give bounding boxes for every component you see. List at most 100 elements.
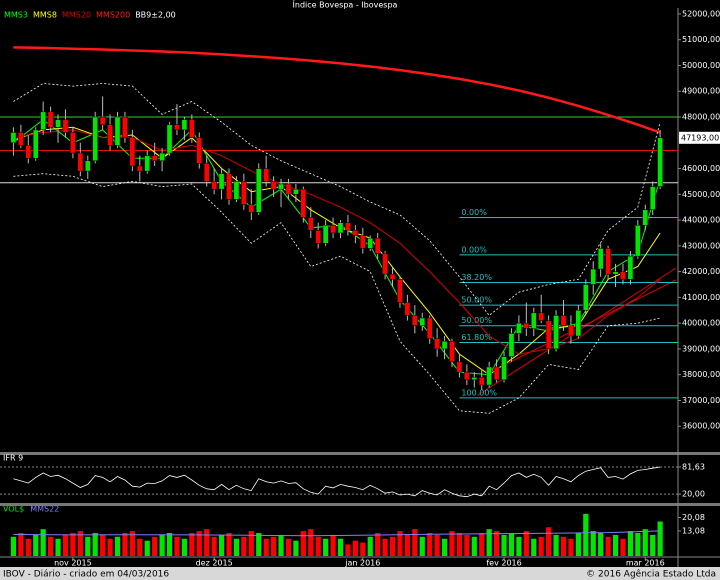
volume-bar (560, 536, 567, 556)
y-tick-label: 48000,00 (682, 113, 720, 122)
fib-label: 38.20% (461, 273, 492, 282)
candle-body (77, 152, 84, 172)
candle-body (404, 302, 411, 316)
volume-bar (233, 538, 240, 556)
candle-body (255, 168, 262, 213)
volume-bar (226, 533, 232, 556)
volume-bar (449, 531, 455, 556)
candle-body (553, 315, 559, 350)
candle-body (263, 168, 270, 182)
candle-body (47, 111, 54, 128)
candle-body (211, 181, 217, 190)
volume-bar (389, 536, 396, 556)
volume-bar (315, 536, 321, 556)
volume-bar (62, 534, 69, 556)
volume-bar (464, 534, 470, 556)
candle-body (545, 320, 552, 350)
volume-bar (471, 536, 477, 556)
candle-body (114, 116, 121, 146)
candle-body (278, 183, 284, 190)
y-tick-label: 81,63 (682, 462, 705, 471)
volume-bar (10, 536, 17, 556)
bollinger-lower (13, 173, 661, 414)
candle-body (582, 284, 589, 311)
volume-bar (397, 531, 403, 556)
volume-bar (100, 534, 106, 556)
volume-bar (129, 531, 135, 556)
volume-bar (434, 534, 440, 556)
candle-body (627, 255, 634, 280)
candle-body (352, 230, 359, 236)
candle-body (188, 119, 195, 138)
candle-body (374, 237, 381, 254)
volume-bar (375, 533, 381, 556)
candle-body (411, 315, 418, 326)
fib-label: 61.80% (461, 333, 492, 342)
candle-body (241, 181, 247, 205)
y-tick-label: 20,00 (682, 490, 705, 499)
volume-bar (412, 529, 418, 556)
y-tick-label: 46000,00 (682, 164, 720, 173)
volume-bar (620, 538, 626, 556)
candle-body (478, 377, 485, 386)
y-tick-label: 51000,00 (682, 35, 720, 44)
volume-bar (189, 533, 195, 556)
candle-body (441, 340, 448, 350)
volume-bar (479, 533, 485, 556)
volume-bar (494, 531, 500, 556)
y-tick-label: 13,08 (682, 526, 705, 535)
candle-body (159, 152, 165, 162)
candle-body (18, 132, 24, 146)
moving-average (13, 46, 661, 134)
volume-bar (337, 538, 344, 556)
candle-body (516, 322, 522, 334)
candle-body (538, 312, 545, 321)
candle-body (464, 371, 470, 381)
volume-bar (92, 533, 98, 556)
candle-body (590, 268, 597, 285)
y-tick-label: 36000,00 (682, 422, 720, 431)
candle-body (597, 248, 604, 270)
legend-entry: MMS20 (62, 11, 91, 20)
candle-body (307, 217, 314, 231)
candle-body (122, 116, 128, 138)
volume-average (13, 530, 661, 537)
footer-left: IBOV - Diário - criado em 04/03/2016 (3, 570, 169, 580)
last-price-label: 47193,00 (681, 133, 719, 142)
volume-bar (590, 531, 596, 556)
volume-bar (323, 538, 329, 556)
y-tick-label: 50000,00 (682, 61, 720, 70)
candle-body (248, 204, 255, 213)
candle-body (32, 129, 39, 159)
volume-bar (40, 529, 46, 556)
candle-body (330, 224, 336, 234)
volume-bar (360, 542, 366, 556)
volume-bar (25, 538, 31, 556)
y-tick-label: 37000,00 (682, 396, 720, 405)
candle-body (471, 377, 478, 381)
volume-bar (278, 534, 284, 556)
volume-bar (575, 533, 581, 556)
candle-body (300, 188, 307, 218)
y-tick-label: 49000,00 (682, 87, 720, 96)
candle-body (419, 317, 426, 326)
volume-bar (441, 538, 448, 556)
fib-label: 100.00% (461, 388, 497, 397)
volume-bar (211, 536, 217, 556)
volume-bar (546, 527, 552, 556)
volume-bar (419, 536, 425, 556)
volume-bar (204, 529, 210, 556)
rsi-line (13, 466, 661, 498)
candle-body (315, 230, 322, 244)
volume-bar (627, 531, 633, 556)
volume-bar (85, 536, 91, 556)
candle-body (605, 248, 611, 275)
y-tick-label: 39000,00 (682, 344, 720, 353)
candle-body (181, 119, 188, 131)
candle-body (456, 361, 463, 373)
legend-entry: VOL$ (3, 505, 24, 514)
candle-body (642, 209, 649, 226)
candle-body (501, 356, 507, 381)
volume-bar (367, 536, 373, 556)
volume-bar (18, 533, 24, 556)
